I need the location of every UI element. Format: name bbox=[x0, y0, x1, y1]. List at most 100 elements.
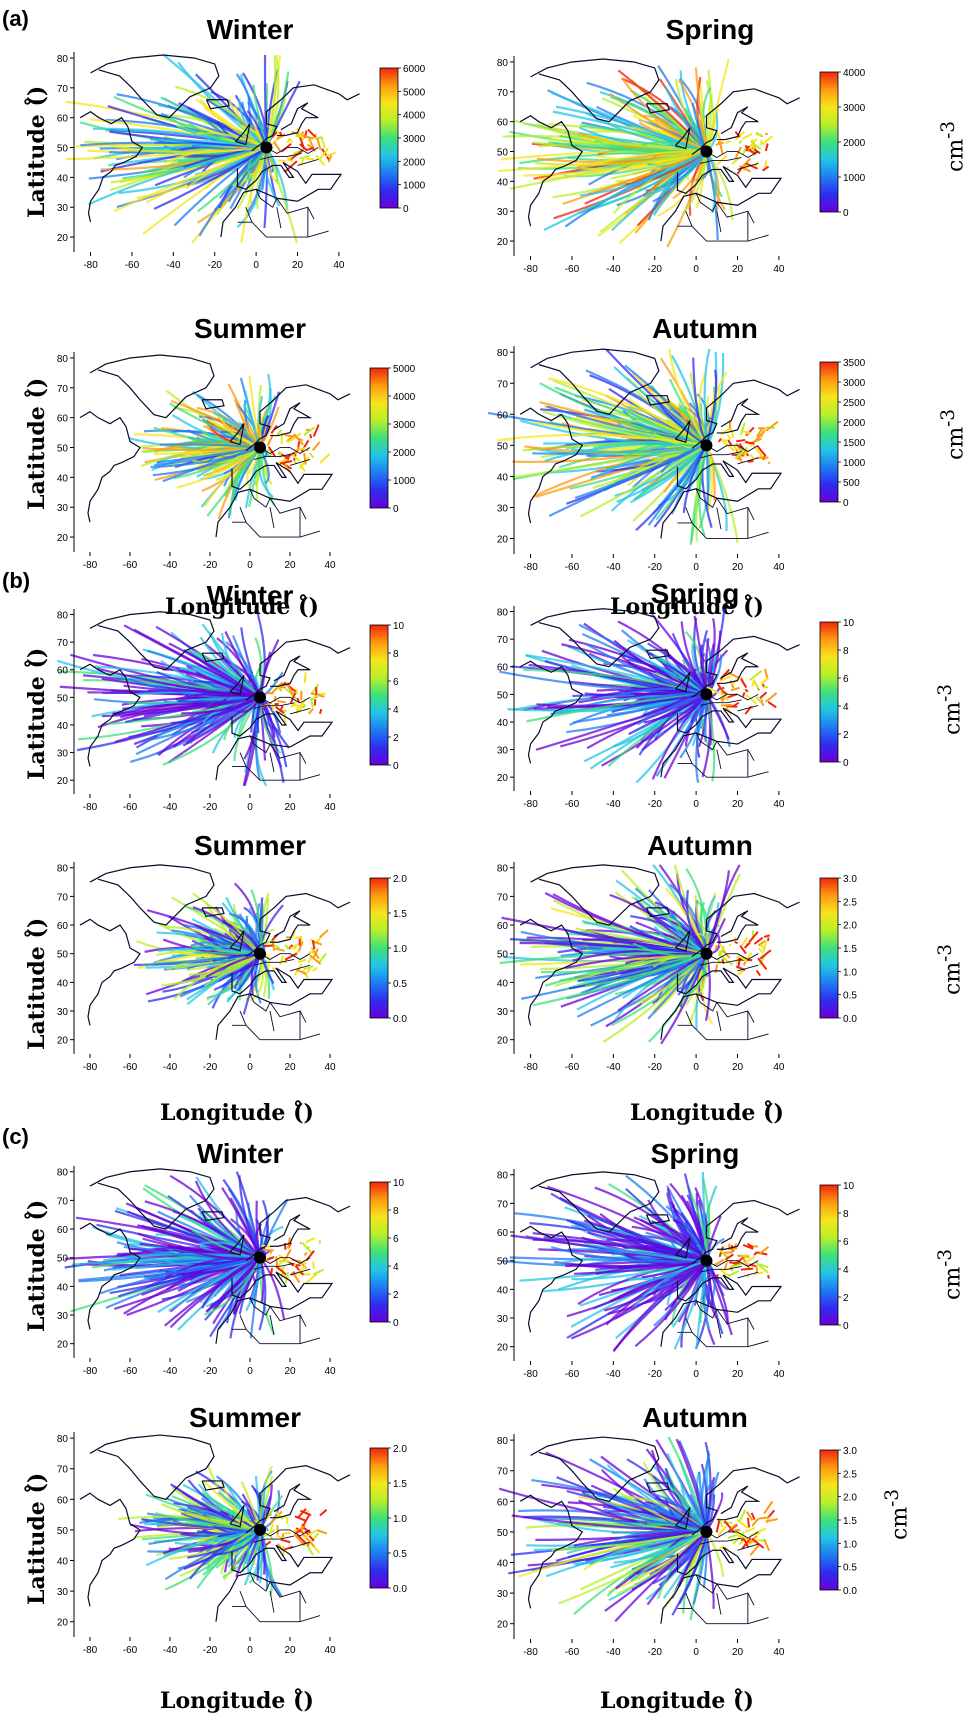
x-tick-label: 40 bbox=[773, 1369, 785, 1380]
colorbar-tick-label: 4 bbox=[843, 1265, 849, 1276]
trajectory-segment bbox=[767, 461, 771, 465]
trajectory-line bbox=[574, 1259, 707, 1275]
trajectory-segment bbox=[755, 131, 764, 138]
trajectory-segment bbox=[302, 134, 314, 140]
country-border bbox=[700, 1537, 742, 1545]
trajectory-segment bbox=[742, 1255, 756, 1266]
trajectory-segment bbox=[273, 141, 282, 153]
trajectory-segment bbox=[759, 949, 772, 960]
coastline bbox=[716, 398, 761, 434]
colorbar-tick-label: 4000 bbox=[393, 392, 416, 403]
country-border bbox=[685, 1317, 693, 1333]
trajectory-line bbox=[705, 151, 719, 241]
trajectory-line bbox=[181, 696, 261, 715]
trajectory-segment bbox=[717, 949, 722, 957]
trajectory-segment bbox=[754, 430, 766, 443]
country-border bbox=[232, 765, 321, 781]
y-tick-label: 20 bbox=[57, 776, 69, 787]
country-border bbox=[249, 993, 271, 1012]
trajectory-segment bbox=[761, 135, 773, 146]
trajectory-segment bbox=[740, 1267, 754, 1271]
country-border bbox=[245, 207, 253, 223]
colorbar bbox=[369, 877, 389, 1019]
y-tick-label: 30 bbox=[497, 503, 509, 514]
station-marker bbox=[700, 947, 713, 960]
trajectory-segment bbox=[293, 460, 298, 464]
colorbar-tick-label: 1.5 bbox=[843, 944, 857, 955]
x-tick-label: 40 bbox=[333, 260, 345, 271]
trajectory-segment bbox=[719, 143, 724, 154]
coastline bbox=[645, 1482, 671, 1493]
map-b-summer: 20 30 40 50 60 70 80 -80 -60 -40 -20 0 20 40 2.0 1.5 1.0… bbox=[57, 862, 407, 1073]
trajectory-segment bbox=[741, 937, 748, 946]
x-tick-label: -40 bbox=[163, 1062, 178, 1073]
station-marker bbox=[254, 1251, 266, 1264]
trajectory-segment bbox=[275, 947, 285, 952]
x-tick-label: 0 bbox=[693, 562, 699, 573]
coastline bbox=[270, 402, 313, 437]
trajectory-segment bbox=[313, 699, 317, 706]
x-tick-label: -20 bbox=[203, 1062, 218, 1073]
trajectory-segment bbox=[305, 1246, 310, 1250]
x-tick-label: -40 bbox=[163, 1366, 178, 1377]
panel-label-b: (b) bbox=[2, 568, 31, 593]
trajectory-line bbox=[157, 696, 261, 757]
x-tick-label: -80 bbox=[523, 1062, 538, 1073]
country-border bbox=[700, 1265, 742, 1273]
trajectory-segment bbox=[739, 944, 747, 955]
trajectory-segment bbox=[706, 686, 720, 695]
x-tick-label: -40 bbox=[163, 1645, 178, 1656]
trajectory-segment bbox=[715, 141, 725, 146]
trajectory-segment bbox=[765, 420, 779, 432]
country-border bbox=[232, 521, 321, 538]
coastline bbox=[674, 671, 691, 693]
coastline bbox=[645, 1214, 671, 1225]
y-tick-label: 50 bbox=[57, 950, 69, 961]
coastline bbox=[270, 655, 311, 687]
station-marker bbox=[700, 688, 713, 701]
y-tick-label: 20 bbox=[57, 233, 69, 244]
colorbar-tick-label: 500 bbox=[843, 478, 860, 489]
trajectory-line bbox=[185, 146, 267, 190]
coastline bbox=[660, 165, 783, 242]
trajectory-line bbox=[168, 642, 261, 699]
x-tick-label: -40 bbox=[163, 560, 178, 571]
country-border bbox=[700, 157, 742, 164]
trajectory-segment bbox=[767, 1274, 770, 1279]
trajectory-segment bbox=[311, 441, 321, 452]
y-tick-label: 50 bbox=[497, 690, 509, 701]
colorbar-tick-label: 10 bbox=[393, 621, 405, 632]
colorbar-tick-label: 4 bbox=[843, 702, 849, 713]
x-tick-label: -20 bbox=[647, 1062, 662, 1073]
coastline bbox=[89, 1168, 215, 1230]
trajectory-segment bbox=[284, 952, 298, 961]
y-tick-label: 20 bbox=[57, 1036, 69, 1047]
trajectory-line bbox=[532, 1238, 707, 1262]
trajectory-segment bbox=[295, 949, 300, 957]
trajectory-segment bbox=[739, 422, 746, 436]
country-border bbox=[706, 953, 759, 960]
colorbar bbox=[819, 877, 839, 1019]
x-tick-label: 20 bbox=[284, 1062, 296, 1073]
x-tick-label: -20 bbox=[647, 1369, 662, 1380]
coastline bbox=[79, 1222, 141, 1330]
trajectory-segment bbox=[744, 1527, 756, 1533]
trajectory-line bbox=[250, 889, 262, 954]
coastline bbox=[691, 379, 800, 449]
coastline bbox=[691, 635, 800, 698]
coastline bbox=[245, 384, 351, 451]
coastline bbox=[530, 58, 660, 123]
country-border bbox=[700, 699, 742, 706]
trajectory-segment bbox=[264, 944, 274, 948]
colorbar-tick-label: 4000 bbox=[403, 111, 426, 122]
coastline bbox=[229, 1505, 245, 1528]
trajectory-segment bbox=[745, 162, 759, 170]
x-tick-label: -80 bbox=[523, 264, 538, 275]
trajectory-segment bbox=[754, 1271, 764, 1275]
country-border bbox=[307, 207, 315, 220]
colorbar bbox=[369, 367, 389, 509]
y-tick-label: 70 bbox=[57, 1196, 69, 1207]
country-border bbox=[716, 1583, 749, 1624]
trajectory-line bbox=[653, 150, 708, 216]
colorbar-tick-label: 3.0 bbox=[843, 1446, 857, 1457]
